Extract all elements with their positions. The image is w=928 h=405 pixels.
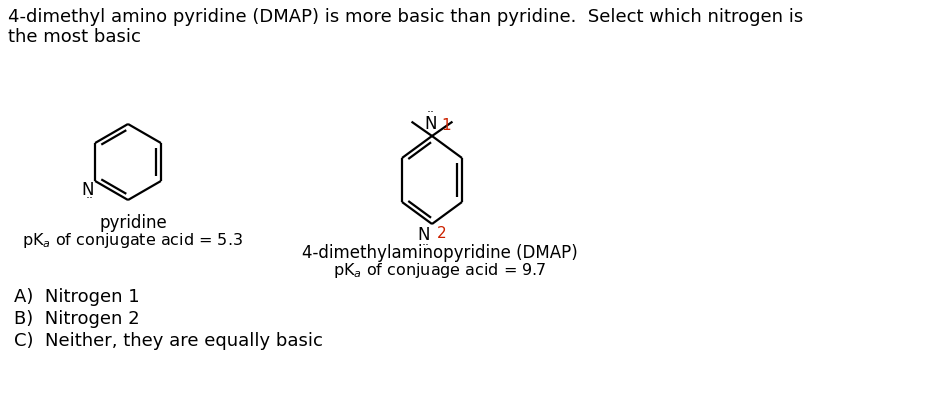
Text: N: N xyxy=(417,226,430,243)
Text: 4-dimethyl amino pyridine (DMAP) is more basic than pyridine.  Select which nitr: 4-dimethyl amino pyridine (DMAP) is more… xyxy=(8,8,803,26)
Text: the most basic: the most basic xyxy=(8,28,141,46)
Text: 4-dimethylaminopyridine (DMAP): 4-dimethylaminopyridine (DMAP) xyxy=(302,243,577,261)
Text: ··: ·· xyxy=(421,239,430,252)
Text: pK$_a$ of conjuage acid = 9.7: pK$_a$ of conjuage acid = 9.7 xyxy=(333,260,547,279)
Text: N: N xyxy=(424,115,437,133)
Text: N: N xyxy=(82,181,94,198)
Text: 1: 1 xyxy=(441,118,450,133)
Text: pyridine: pyridine xyxy=(99,213,167,231)
Text: A)  Nitrogen 1: A) Nitrogen 1 xyxy=(14,287,139,305)
Text: 2: 2 xyxy=(436,226,446,241)
Text: C)  Neither, they are equally basic: C) Neither, they are equally basic xyxy=(14,331,323,349)
Text: B)  Nitrogen 2: B) Nitrogen 2 xyxy=(14,309,139,327)
Text: ··: ·· xyxy=(427,106,434,119)
Text: pK$_a$ of conjugate acid = 5.3: pK$_a$ of conjugate acid = 5.3 xyxy=(22,230,243,249)
Text: ··: ·· xyxy=(86,192,94,205)
